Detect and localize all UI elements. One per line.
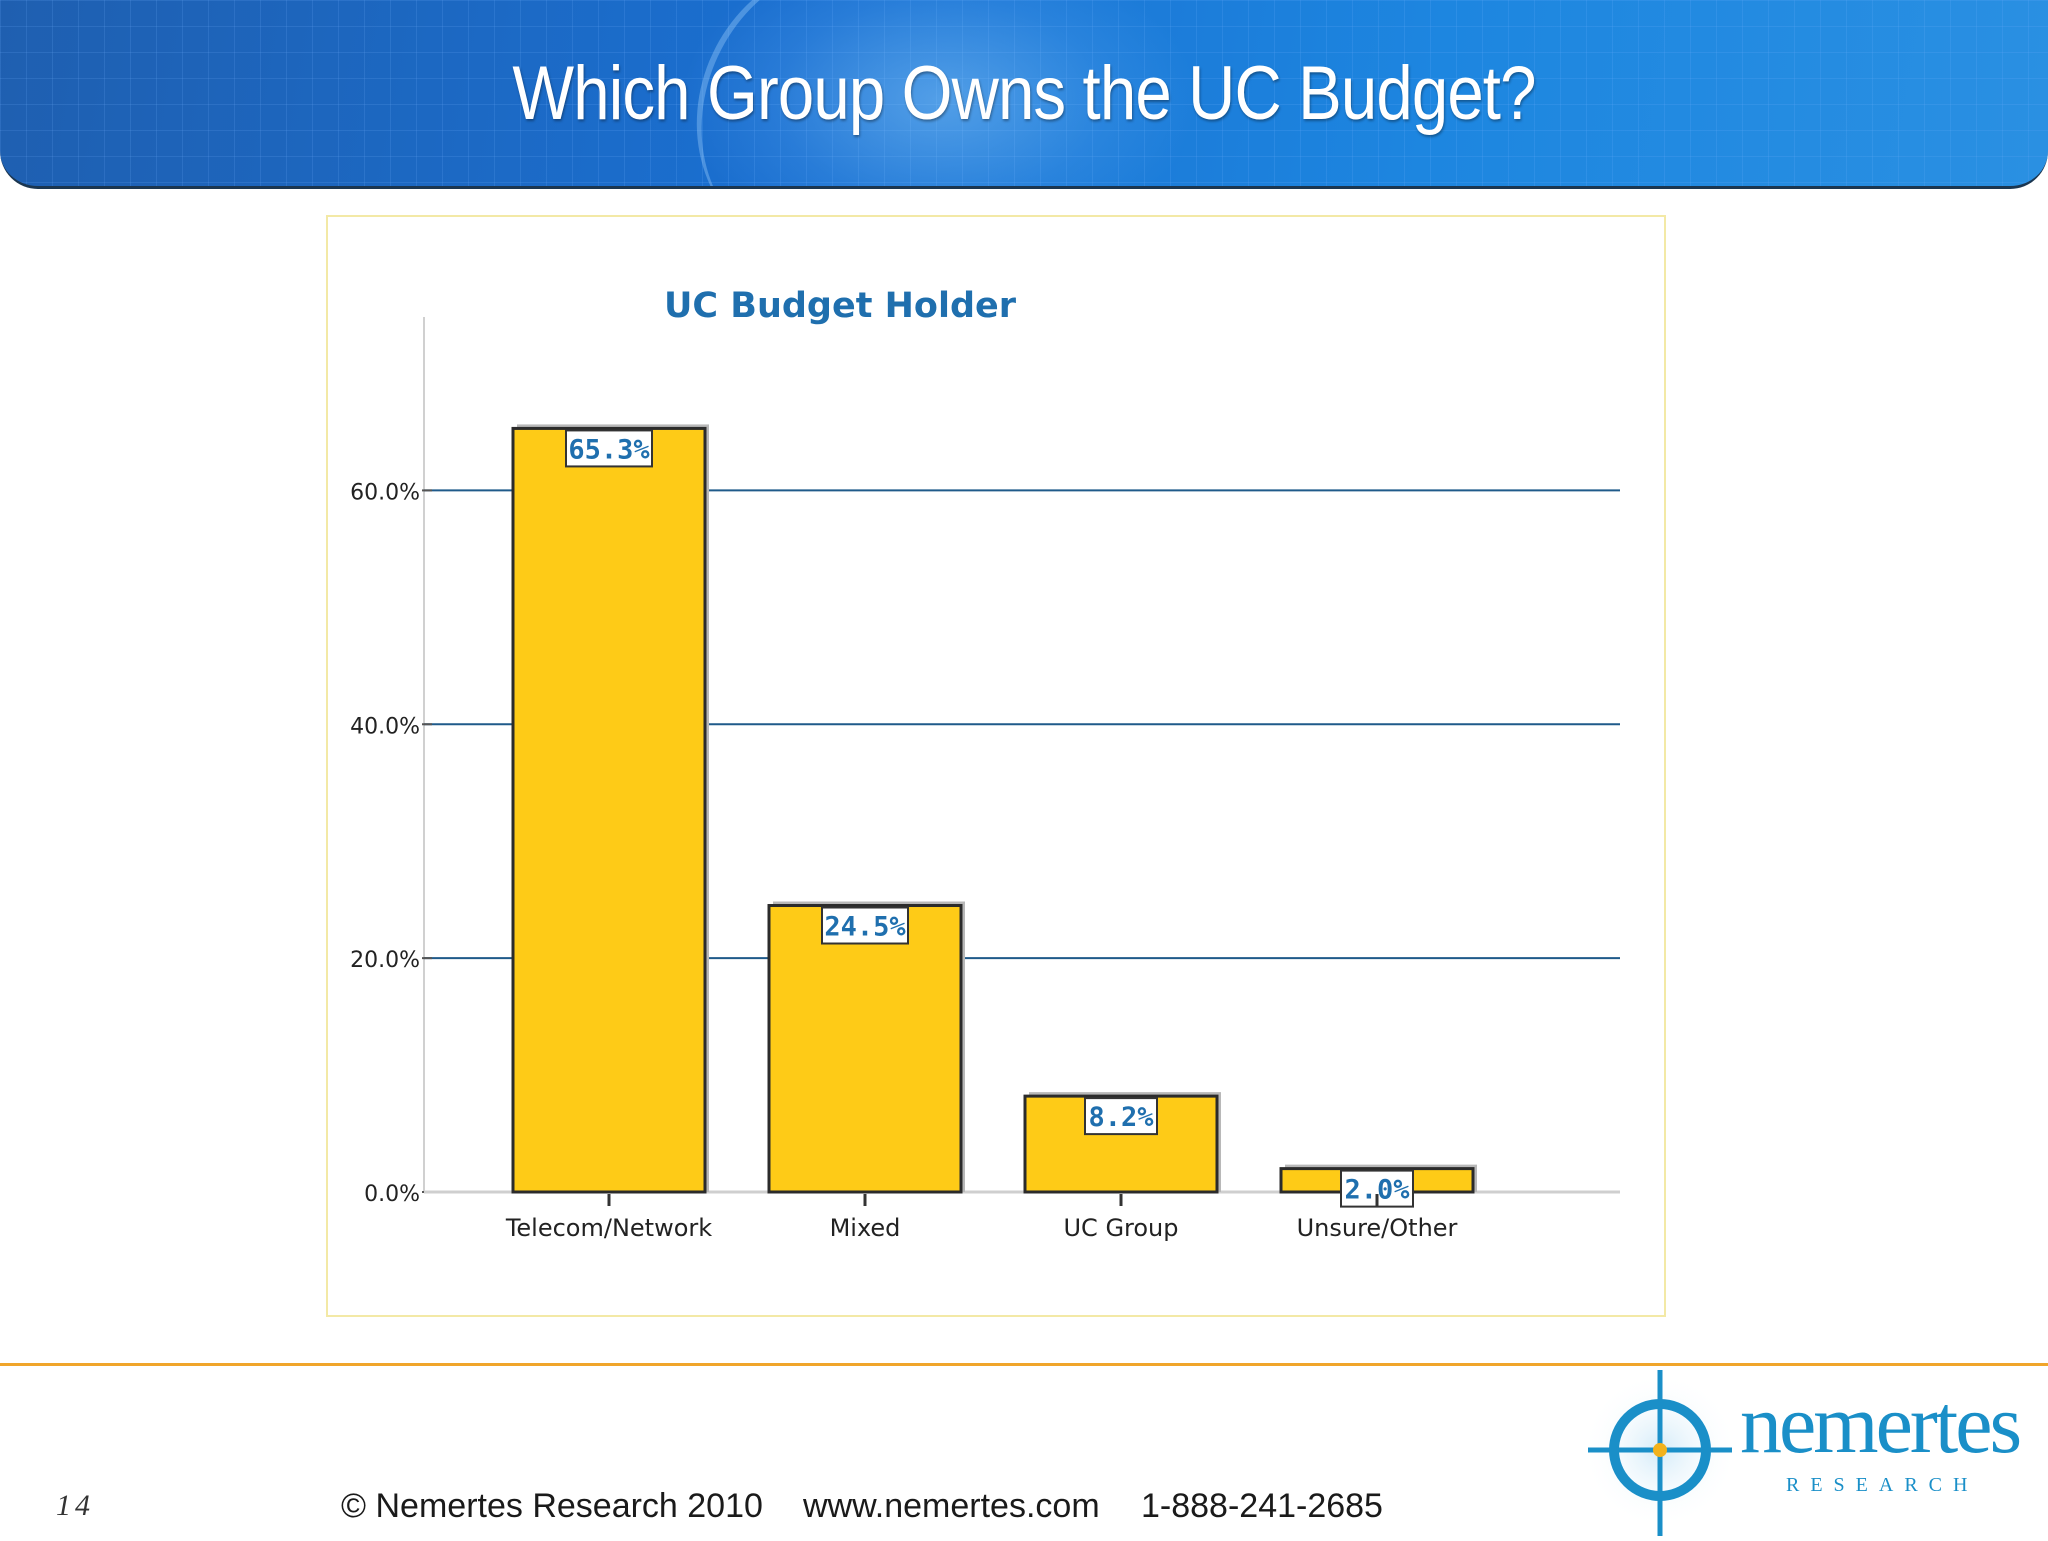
bar <box>1023 1094 1219 1194</box>
bar <box>511 426 707 1194</box>
logo-wordmark: nemertes <box>1740 1378 2022 1471</box>
footer-divider <box>0 1363 2048 1366</box>
chart-frame: UC Budget Holder 0.0% 20.0% 40.0% 60.0% 65.3%… <box>326 215 1666 1317</box>
x-tick-label: Unsure/Other <box>1297 1214 1458 1242</box>
data-label-box <box>821 906 909 945</box>
data-label-box <box>565 429 653 468</box>
footer-copyright: © Nemertes Research 2010 <box>341 1487 763 1525</box>
data-label-box <box>1084 1097 1158 1136</box>
y-tick-label: 0.0% <box>364 1182 420 1207</box>
y-tick-label: 60.0% <box>350 480 420 505</box>
x-tick-label: Mixed <box>830 1214 901 1242</box>
page-number: 14 <box>56 1489 94 1522</box>
bar <box>767 904 963 1194</box>
y-tick-label: 40.0% <box>350 714 420 739</box>
x-tick-label: Telecom/Network <box>505 1214 712 1242</box>
logo-tagline: RESEARCH <box>1786 1474 1979 1496</box>
footer-website: www.nemertes.com <box>803 1487 1100 1525</box>
banner-grid-pattern <box>0 0 2048 186</box>
y-tick-label: 20.0% <box>350 948 420 973</box>
header-banner: Which Group Owns the UC Budget? <box>0 0 2048 189</box>
chart-title: UC Budget Holder <box>664 286 1017 326</box>
nemertes-logo: nemertes RESEARCH <box>1580 1370 2022 1536</box>
data-label: 24.5% <box>824 912 906 943</box>
logo-crosshair-icon <box>1582 1370 1738 1536</box>
data-label: 65.3% <box>568 434 650 465</box>
footer-phone: 1-888-241-2685 <box>1141 1487 1383 1525</box>
banner-glow <box>680 0 1200 186</box>
bar-chart: UC Budget Holder 0.0% 20.0% 40.0% 60.0% 65.3%… <box>350 286 1620 1242</box>
slide-title: Which Group Owns the UC Budget? <box>512 51 1536 136</box>
data-label: 8.2% <box>1088 1102 1154 1133</box>
x-tick-label: UC Group <box>1063 1214 1178 1242</box>
